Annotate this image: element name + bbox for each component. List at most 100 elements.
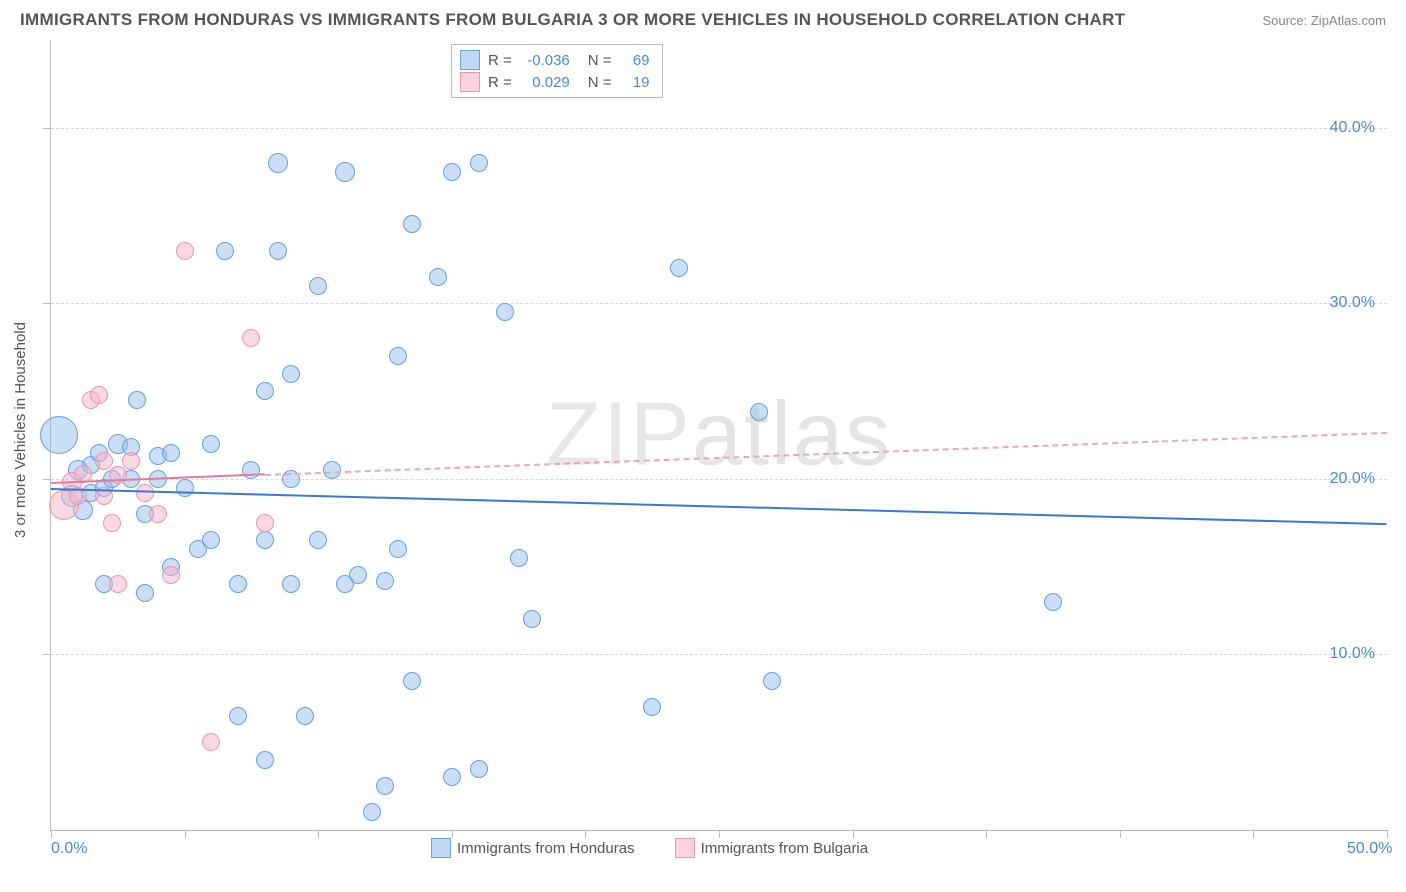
data-point xyxy=(335,162,355,182)
data-point xyxy=(242,329,260,347)
y-axis-label: 3 or more Vehicles in Household xyxy=(12,322,29,538)
tick-bottom xyxy=(986,830,987,838)
tick-bottom xyxy=(585,830,586,838)
watermark: ZIPatlas xyxy=(546,384,892,487)
data-point xyxy=(282,365,300,383)
data-point xyxy=(763,672,781,690)
data-point xyxy=(176,479,194,497)
data-point xyxy=(309,531,327,549)
trend-line xyxy=(51,488,1387,525)
x-tick-label: 0.0% xyxy=(51,840,87,858)
data-point xyxy=(750,403,768,421)
data-point xyxy=(282,575,300,593)
data-point xyxy=(162,444,180,462)
stat-n-value: 19 xyxy=(620,74,650,91)
data-point xyxy=(136,484,154,502)
data-point xyxy=(242,461,260,479)
data-point xyxy=(216,242,234,260)
data-point xyxy=(403,215,421,233)
data-point xyxy=(122,452,140,470)
data-point xyxy=(136,584,154,602)
stat-r-value: -0.036 xyxy=(520,52,570,69)
y-tick-label: 10.0% xyxy=(1330,645,1375,663)
chart-title: IMMIGRANTS FROM HONDURAS VS IMMIGRANTS F… xyxy=(20,10,1125,30)
bottom-legend: Immigrants from Honduras Immigrants from … xyxy=(431,838,868,858)
data-point xyxy=(128,391,146,409)
stat-r-value: 0.029 xyxy=(520,74,570,91)
legend-swatch xyxy=(675,838,695,858)
data-point xyxy=(443,163,461,181)
tick-bottom xyxy=(452,830,453,838)
grid-line-h xyxy=(51,654,1387,655)
data-point xyxy=(176,242,194,260)
data-point xyxy=(202,435,220,453)
legend-swatch xyxy=(460,50,480,70)
x-tick-label: 50.0% xyxy=(1347,840,1392,858)
stat-r-label: R = xyxy=(488,74,512,91)
data-point xyxy=(268,153,288,173)
data-point xyxy=(149,505,167,523)
tick-left xyxy=(43,479,51,480)
data-point xyxy=(95,452,113,470)
y-tick-label: 20.0% xyxy=(1330,470,1375,488)
stat-n-label: N = xyxy=(588,52,612,69)
title-bar: IMMIGRANTS FROM HONDURAS VS IMMIGRANTS F… xyxy=(20,10,1386,30)
stat-n-label: N = xyxy=(588,74,612,91)
data-point xyxy=(90,386,108,404)
tick-bottom xyxy=(51,830,52,838)
data-point xyxy=(256,382,274,400)
stat-n-value: 69 xyxy=(620,52,650,69)
stat-r-label: R = xyxy=(488,52,512,69)
trend-line xyxy=(265,431,1387,475)
tick-bottom xyxy=(1387,830,1388,838)
tick-left xyxy=(43,128,51,129)
data-point xyxy=(670,259,688,277)
source-label: Source: ZipAtlas.com xyxy=(1262,13,1386,28)
stat-row: R = -0.036 N = 69 xyxy=(460,49,650,71)
data-point xyxy=(103,514,121,532)
legend-swatch xyxy=(431,838,451,858)
tick-left xyxy=(43,303,51,304)
data-point xyxy=(643,698,661,716)
legend-label: Immigrants from Honduras xyxy=(457,840,635,857)
tick-bottom xyxy=(1253,830,1254,838)
data-point xyxy=(309,277,327,295)
legend-label: Immigrants from Bulgaria xyxy=(701,840,869,857)
data-point xyxy=(256,514,274,532)
tick-bottom xyxy=(318,830,319,838)
data-point xyxy=(470,154,488,172)
data-point xyxy=(229,575,247,593)
data-point xyxy=(296,707,314,725)
data-point xyxy=(229,707,247,725)
legend-swatch xyxy=(460,72,480,92)
legend-item: Immigrants from Bulgaria xyxy=(675,838,869,858)
data-point xyxy=(403,672,421,690)
grid-line-h xyxy=(51,303,1387,304)
data-point xyxy=(376,572,394,590)
data-point xyxy=(470,760,488,778)
grid-line-h xyxy=(51,128,1387,129)
data-point xyxy=(496,303,514,321)
data-point xyxy=(1044,593,1062,611)
data-point xyxy=(256,531,274,549)
data-point xyxy=(40,416,78,454)
stat-row: R = 0.029 N = 19 xyxy=(460,71,650,93)
data-point xyxy=(376,777,394,795)
data-point xyxy=(389,540,407,558)
y-tick-label: 40.0% xyxy=(1330,119,1375,137)
data-point xyxy=(510,549,528,567)
data-point xyxy=(269,242,287,260)
legend-item: Immigrants from Honduras xyxy=(431,838,635,858)
data-point xyxy=(202,531,220,549)
plot-area: ZIPatlas R =-0.036N =69R =0.029N =19 Imm… xyxy=(50,40,1387,831)
data-point xyxy=(162,566,180,584)
data-point xyxy=(109,575,127,593)
data-point xyxy=(429,268,447,286)
data-point xyxy=(349,566,367,584)
tick-bottom xyxy=(719,830,720,838)
tick-bottom xyxy=(185,830,186,838)
data-point xyxy=(109,466,127,484)
data-point xyxy=(443,768,461,786)
data-point xyxy=(523,610,541,628)
data-point xyxy=(363,803,381,821)
